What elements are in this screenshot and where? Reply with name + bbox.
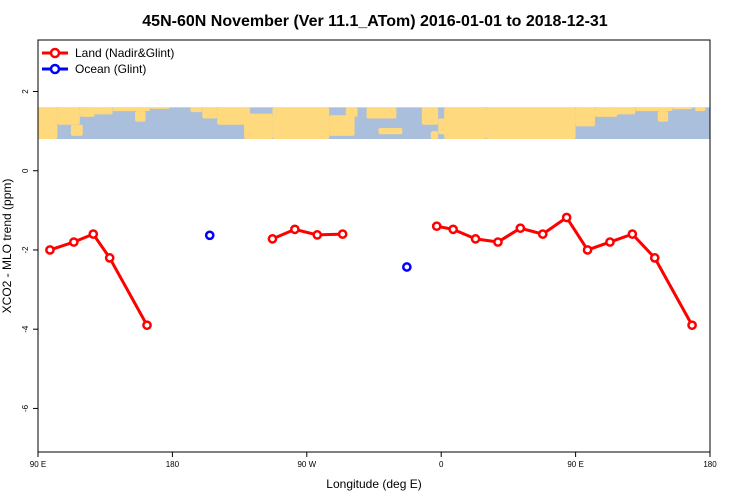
x-tick-label-1: 180 bbox=[166, 460, 180, 469]
map-land-26 bbox=[635, 107, 673, 112]
axes: 90 E 180 90 W 0 90 E 180 2 0 -2 -4 -6 bbox=[21, 39, 717, 469]
map-land-2 bbox=[70, 124, 83, 136]
y-tick-label-3: -4 bbox=[21, 325, 30, 333]
series-0-point-2-8 bbox=[605, 237, 615, 247]
map-land-10 bbox=[217, 107, 251, 125]
x-axis: 90 E 180 90 W 0 90 E 180 bbox=[30, 452, 717, 469]
series-0-point-2-0 bbox=[431, 221, 442, 232]
legend-entry-ocean: Ocean (Glint) bbox=[42, 62, 146, 76]
x-tick-label-5: 180 bbox=[703, 460, 717, 469]
map-land-1 bbox=[57, 107, 80, 125]
map-land-15 bbox=[345, 107, 358, 117]
legend-entry-land: Land (Nadir&Glint) bbox=[42, 46, 174, 60]
map-land-13 bbox=[294, 118, 322, 132]
y-tick-label-4: -6 bbox=[21, 404, 30, 412]
x-tick-label-0: 90 E bbox=[30, 460, 46, 469]
map-land-25 bbox=[612, 107, 636, 115]
series-1 bbox=[204, 230, 412, 272]
map-land-14 bbox=[329, 115, 355, 136]
legend: Land (Nadir&Glint) Ocean (Glint) bbox=[42, 46, 174, 76]
series-0-point-0-3 bbox=[104, 253, 115, 263]
map-land-20 bbox=[430, 131, 439, 140]
y-tick-label-1: 0 bbox=[21, 168, 30, 173]
legend-land-marker bbox=[49, 47, 61, 59]
y-tick-label-0: 2 bbox=[21, 89, 30, 94]
chart-title: 45N-60N November (Ver 11.1_ATom) 2016-01… bbox=[142, 13, 608, 30]
x-axis-label: Longitude (deg E) bbox=[326, 477, 421, 491]
series-0-point-0-1 bbox=[68, 237, 79, 247]
series-0-point-1-1 bbox=[290, 224, 300, 235]
map-land-18 bbox=[421, 107, 439, 125]
series-0-point-2-9 bbox=[627, 229, 638, 239]
x-tick-label-3: 0 bbox=[439, 460, 444, 469]
series-0-point-2-1 bbox=[448, 224, 458, 235]
map-land-22 bbox=[486, 107, 576, 140]
map-land-21 bbox=[444, 107, 486, 140]
series-0-point-0-4 bbox=[142, 320, 152, 331]
legend-land-label: Land (Nadir&Glint) bbox=[75, 46, 174, 60]
world-map-band bbox=[38, 107, 710, 140]
series-layer bbox=[45, 212, 697, 331]
plot-frame bbox=[37, 39, 711, 453]
series-0-point-2-2 bbox=[470, 234, 481, 244]
map-land-4 bbox=[90, 107, 113, 115]
series-0-point-2-10 bbox=[649, 253, 660, 263]
series-0-line-0 bbox=[49, 232, 149, 326]
series-0-point-2-3 bbox=[493, 237, 503, 247]
series-0-point-1-2 bbox=[312, 230, 323, 240]
map-land-5 bbox=[112, 107, 150, 112]
legend-ocean-marker bbox=[49, 63, 61, 75]
y-axis-label: XCO2 - MLO trend (ppm) bbox=[0, 179, 14, 314]
series-0-point-2-6 bbox=[561, 212, 572, 223]
map-land-9 bbox=[202, 107, 218, 119]
series-0-point-0-2 bbox=[88, 229, 99, 239]
series-0-point-2-11 bbox=[687, 320, 697, 331]
series-0-line-1 bbox=[271, 227, 343, 241]
map-land-16 bbox=[366, 107, 397, 119]
map-land-7 bbox=[150, 107, 170, 109]
map-land-24 bbox=[595, 107, 618, 117]
y-axis: 2 0 -2 -4 -6 bbox=[21, 89, 38, 412]
x-tick-label-2: 90 W bbox=[297, 460, 316, 469]
series-0-point-2-5 bbox=[537, 229, 548, 239]
map-land-8 bbox=[190, 107, 203, 113]
series-1-point-1-0 bbox=[402, 262, 412, 272]
map-land-17 bbox=[378, 127, 403, 135]
map-land-11 bbox=[244, 113, 273, 140]
series-0-line-2 bbox=[436, 215, 694, 326]
legend-ocean-label: Ocean (Glint) bbox=[75, 62, 146, 76]
series-0-point-2-4 bbox=[515, 223, 526, 234]
map-land-6 bbox=[135, 111, 146, 122]
map-land-28 bbox=[672, 107, 693, 110]
map-land-27 bbox=[657, 111, 669, 122]
map-land-29 bbox=[695, 107, 706, 112]
map-land-23 bbox=[575, 107, 596, 127]
series-0-point-1-3 bbox=[337, 229, 348, 239]
series-0-point-1-0 bbox=[267, 234, 278, 244]
series-1-point-0-0 bbox=[204, 230, 215, 241]
series-0-point-2-7 bbox=[582, 245, 593, 255]
series-0 bbox=[45, 212, 697, 331]
series-0-point-0-0 bbox=[45, 245, 55, 255]
y-tick-label-2: -2 bbox=[21, 246, 30, 254]
map-land-0 bbox=[38, 107, 58, 140]
x-tick-label-4: 90 E bbox=[567, 460, 583, 469]
